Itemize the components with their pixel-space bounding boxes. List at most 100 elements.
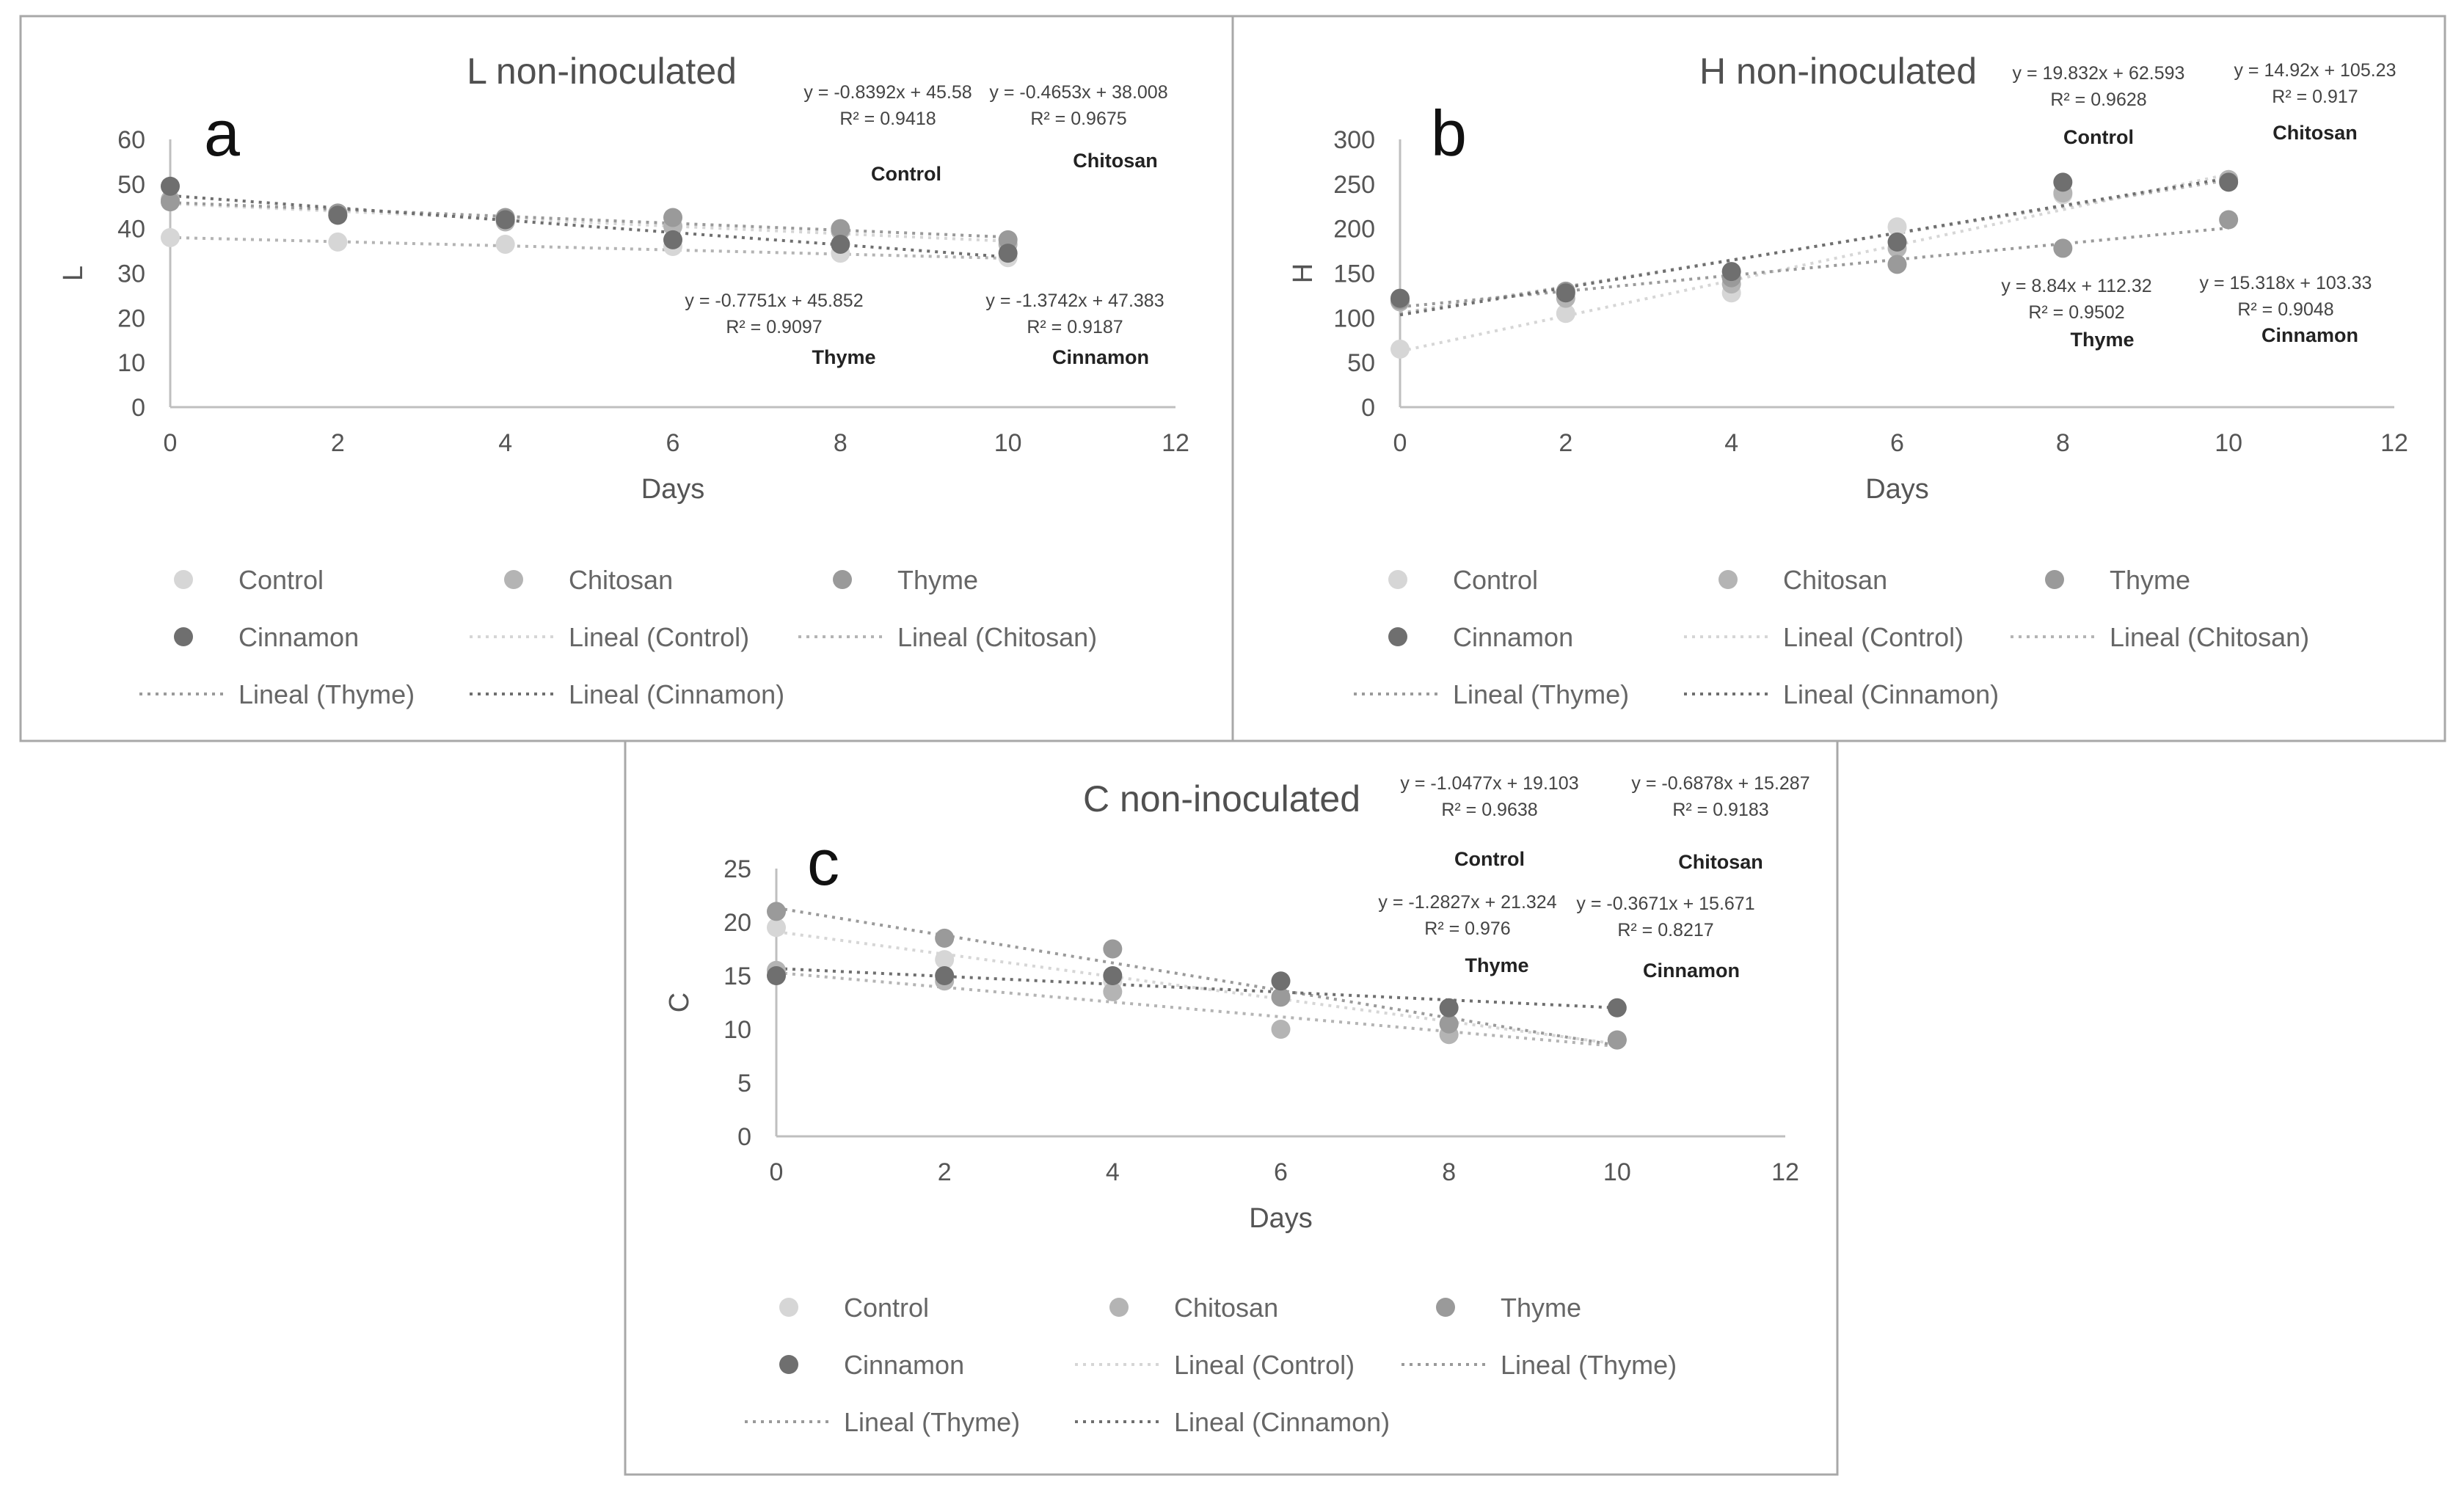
legend-entry: Thyme <box>1501 1293 1581 1323</box>
trendline-r2: R² = 0.9048 <box>2237 299 2333 320</box>
x-tick-label: 12 <box>2380 429 2408 457</box>
data-point-thyme <box>1103 939 1123 959</box>
data-point-control <box>1887 217 1907 237</box>
panel-frame <box>19 15 1234 742</box>
data-point-control <box>328 232 348 252</box>
data-point-control <box>767 918 786 938</box>
x-tick-label: 2 <box>938 1158 952 1186</box>
chart-title: H non-inoculated <box>1699 51 1977 92</box>
trendline-r2: R² = 0.9097 <box>726 317 822 337</box>
data-point-thyme <box>1439 1014 1459 1034</box>
data-point-cinnamon <box>663 230 682 249</box>
x-tick-label: 12 <box>1162 429 1189 457</box>
legend-marker-swatch <box>1436 1298 1455 1317</box>
data-point-thyme <box>1887 255 1907 274</box>
data-point-chitosan <box>1271 1020 1291 1039</box>
legend-entry: Chitosan <box>1783 565 1887 595</box>
trendline-r2: R² = 0.9187 <box>1027 317 1123 337</box>
y-tick-label: 20 <box>117 304 145 332</box>
y-tick-label: 250 <box>1333 171 1375 199</box>
legend-marker-swatch <box>1388 627 1407 646</box>
legend-entry: Control <box>844 1293 929 1323</box>
y-tick-label: 10 <box>723 1016 751 1044</box>
y-axis-label: C <box>664 993 695 1012</box>
chart-panel-b: 0 50 100 150 200 250 300 0 2 4 6 8 10 12 Days H H non-in… <box>1231 15 2446 742</box>
data-point-cinnamon <box>328 205 348 225</box>
legend-entry: Lineal (Control) <box>569 622 749 652</box>
x-tick-label: 2 <box>331 429 345 457</box>
legend-marker-swatch <box>2045 570 2064 589</box>
trendline-chitosan <box>776 971 1618 1048</box>
y-tick-label: 200 <box>1333 216 1375 244</box>
x-tick-label: 4 <box>498 429 512 457</box>
data-point-control <box>935 950 955 970</box>
data-point-thyme <box>998 230 1018 249</box>
x-axis-label: Days <box>1249 1203 1313 1234</box>
trendline-equation: y = -0.6878x + 15.287 <box>1631 773 1809 794</box>
trendline-equation: y = -0.4653x + 38.008 <box>989 82 1167 103</box>
data-point-cinnamon <box>1607 998 1627 1017</box>
chart-title: C non-inoculated <box>1083 778 1360 819</box>
x-tick-label: 8 <box>1442 1158 1456 1186</box>
data-point-cinnamon <box>1103 966 1123 985</box>
trendline-cinnamon <box>1399 176 2229 317</box>
legend-entry: Thyme <box>2110 565 2190 595</box>
legend-entry: Lineal (Thyme) <box>1501 1350 1677 1380</box>
trendline-equation: y = 14.92x + 105.23 <box>2234 60 2396 81</box>
trendline-equation: y = -1.2827x + 21.324 <box>1378 892 1556 913</box>
x-tick-label: 12 <box>1771 1158 1799 1186</box>
legend-entry: Lineal (Thyme) <box>1453 679 1629 709</box>
data-point-thyme <box>1607 1030 1627 1050</box>
data-point-thyme <box>935 928 955 948</box>
x-axis-label: Days <box>1865 474 1929 505</box>
data-point-cinnamon <box>495 210 515 230</box>
legend-entry: Lineal (Cinnamon) <box>569 679 784 709</box>
trendline-r2: R² = 0.9638 <box>1441 800 1537 820</box>
data-point-cinnamon <box>1390 288 1410 308</box>
trendline-r2: R² = 0.917 <box>2272 87 2358 107</box>
data-point-cinnamon <box>1439 998 1459 1017</box>
y-tick-label: 5 <box>737 1070 751 1097</box>
chart-panel-a: 0 10 20 30 40 50 60 0 2 4 6 8 10 12 Days L L non-inocula… <box>19 15 1234 742</box>
legend-entry: Thyme <box>897 565 978 595</box>
trendline-series-name: Cinnamon <box>2261 324 2358 346</box>
data-point-cinnamon <box>2053 172 2073 192</box>
x-tick-label: 10 <box>994 429 1022 457</box>
data-point-cinnamon <box>998 244 1018 263</box>
x-tick-label: 0 <box>164 429 178 457</box>
legend-marker-swatch <box>1388 570 1407 589</box>
panel-frame <box>624 739 1839 1476</box>
x-tick-label: 2 <box>1559 429 1572 457</box>
legend-marker-swatch <box>174 570 193 589</box>
y-tick-label: 25 <box>723 855 751 883</box>
x-tick-label: 10 <box>2215 429 2242 457</box>
trendline-series-name: Chitosan <box>1073 150 1158 172</box>
x-tick-label: 6 <box>1890 429 1904 457</box>
legend-entry: Lineal (Control) <box>1783 622 1964 652</box>
x-tick-label: 0 <box>770 1158 784 1186</box>
trendline-equation: y = 8.84x + 112.32 <box>2001 276 2151 296</box>
trendline-r2: R² = 0.8217 <box>1617 920 1713 940</box>
trendline-series-name: Cinnamon <box>1052 346 1149 368</box>
legend-entry: Lineal (Cinnamon) <box>1174 1407 1390 1437</box>
data-point-thyme <box>831 219 850 238</box>
legend-entry: Cinnamon <box>1453 622 1573 652</box>
data-point-cinnamon <box>1887 232 1907 252</box>
legend-entry: Lineal (Thyme) <box>238 679 415 709</box>
legend-marker-swatch <box>779 1355 798 1374</box>
legend-entry: Cinnamon <box>238 622 359 652</box>
x-tick-label: 6 <box>666 429 680 457</box>
trendline-equation: y = -0.3671x + 15.671 <box>1576 894 1754 914</box>
trendline-equation: y = -1.3742x + 47.383 <box>985 291 1164 311</box>
legend-marker-swatch <box>833 570 852 589</box>
trendline-series-name: Control <box>2063 126 2134 148</box>
trendline-r2: R² = 0.9183 <box>1672 800 1768 820</box>
trendline-r2: R² = 0.9502 <box>2028 302 2124 323</box>
trendline-series-name: Thyme <box>812 346 875 368</box>
chart-panel-c: 0 5 10 15 20 25 0 2 4 6 8 10 12 Days C C non-inoculated… <box>624 739 1839 1476</box>
data-point-thyme <box>767 902 786 921</box>
trendline-series-name: Control <box>871 163 941 185</box>
x-tick-label: 8 <box>834 429 848 457</box>
data-point-cinnamon <box>1271 971 1291 991</box>
